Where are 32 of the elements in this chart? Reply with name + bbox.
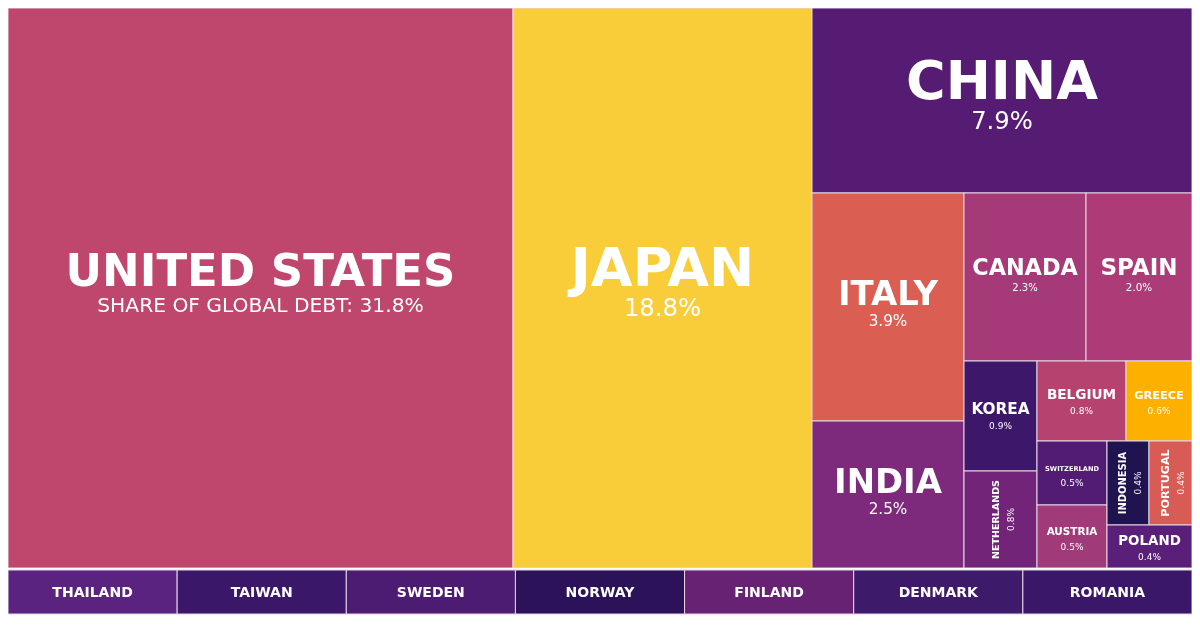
data-label: 2.3% [1012, 282, 1038, 294]
category-label: CANADA [972, 254, 1079, 280]
data-label: 0.4% [1175, 471, 1186, 495]
category-label: POLAND [1118, 532, 1181, 548]
category-label: INDONESIA [1117, 451, 1128, 515]
data-label: 0.4% [1138, 551, 1162, 562]
category-label: KOREA [971, 400, 1030, 418]
data-label: 0.9% [989, 421, 1013, 431]
data-label: 0.4% [1133, 471, 1143, 495]
category-label: DENMARK [898, 584, 980, 600]
data-label: 3.9% [868, 312, 908, 331]
category-label: BELGIUM [1046, 386, 1117, 402]
category-label: ROMANIA [1069, 584, 1146, 600]
category-label: GREECE [1134, 388, 1184, 402]
category-label: AUSTRIA [1046, 524, 1098, 537]
data-label: 2.5% [868, 499, 908, 518]
data-label: 0.8% [1070, 406, 1094, 416]
category-label: INDIA [834, 461, 943, 501]
category-label: ITALY [837, 274, 939, 313]
category-label: NORWAY [565, 584, 636, 600]
category-label: THAILAND [52, 584, 133, 600]
data-label: 0.6% [1147, 406, 1171, 416]
category-label: TAIWAN [230, 584, 293, 600]
category-label: SWEDEN [396, 584, 465, 600]
category-label: SPAIN [1100, 254, 1178, 280]
category-label: NETHERLANDS [989, 479, 1001, 559]
category-label: FINLAND [734, 584, 804, 600]
data-label: 0.5% [1060, 541, 1084, 552]
data-label: 2.0% [1125, 281, 1153, 294]
data-label: 0.5% [1060, 478, 1084, 488]
data-label: 0.8% [1005, 507, 1016, 531]
category-label: PORTUGAL [1158, 449, 1172, 517]
